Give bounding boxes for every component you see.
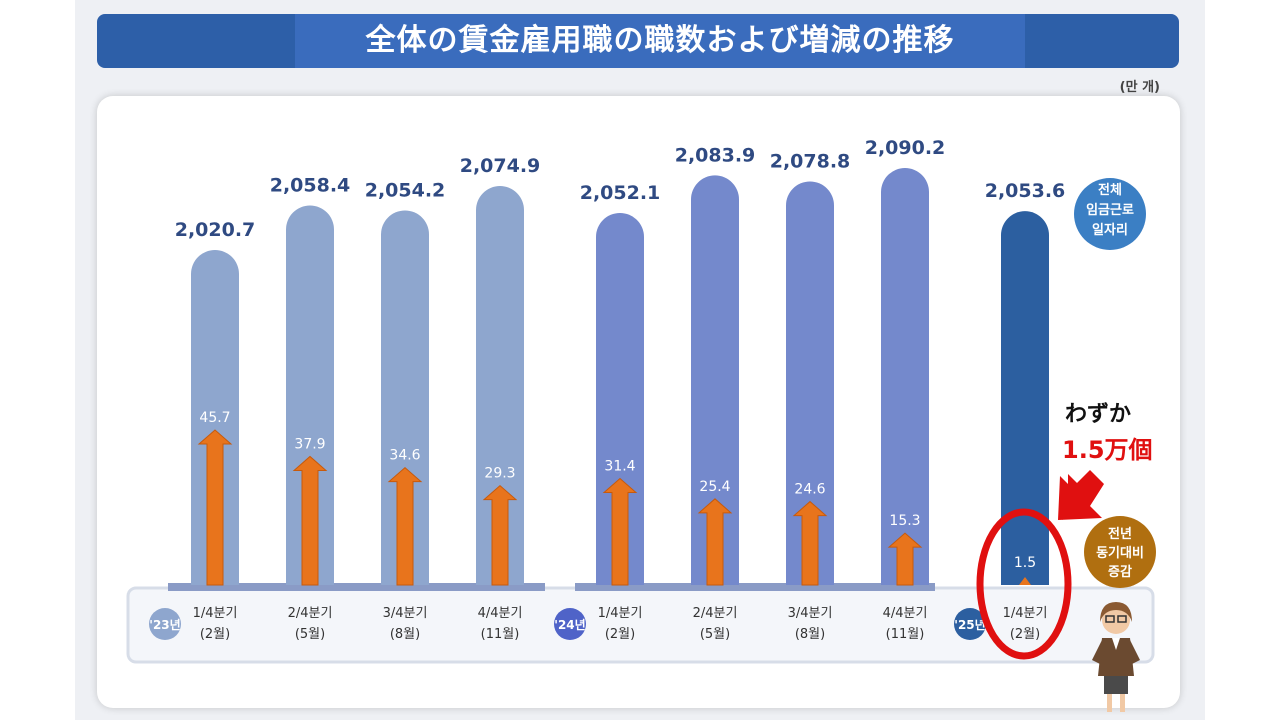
bar — [1001, 211, 1049, 585]
highlight-ring — [976, 508, 1072, 660]
quarter-tick-label: 2/4분기 — [288, 606, 333, 621]
legend-badge-total-text: 임금근로 — [1086, 203, 1134, 218]
year-badge — [954, 608, 986, 640]
bar — [286, 205, 334, 586]
person-illustration — [1092, 602, 1140, 712]
month-tick-label: (8월) — [390, 627, 420, 642]
change-value-label: 34.6 — [389, 448, 420, 464]
page-title: 全体の賃金雇用職の職数および増減の推移 — [365, 23, 955, 58]
unit-label: (만 개) — [1119, 80, 1160, 95]
month-tick-label: (2월) — [200, 627, 230, 642]
axis-strip — [575, 583, 935, 591]
year-badge — [149, 608, 181, 640]
quarter-tick-label: 4/4분기 — [478, 606, 523, 621]
title-box — [295, 14, 1025, 68]
legend-badge-total — [1074, 178, 1146, 250]
change-value-label: 45.7 — [199, 410, 230, 426]
change-value-label: 1.5 — [1014, 555, 1036, 571]
legend-badge-change — [1084, 516, 1156, 588]
month-tick-label: (11월) — [481, 627, 520, 642]
bar-value-label: 2,078.8 — [770, 150, 851, 172]
change-arrow — [792, 500, 828, 586]
legend-badge-change-text: 동기대비 — [1096, 546, 1144, 561]
change-value-label: 25.4 — [699, 479, 730, 495]
quarter-tick-label: 1/4분기 — [193, 606, 238, 621]
quarter-tick-label: 3/4분기 — [788, 606, 833, 621]
callout-text: わずか — [1065, 402, 1132, 427]
bar-value-label: 2,052.1 — [580, 182, 661, 204]
month-tick-label: (5월) — [700, 627, 730, 642]
bar-value-label: 2,074.9 — [460, 155, 541, 177]
legend-badge-change-text: 증감 — [1108, 565, 1132, 580]
change-value-label: 15.3 — [889, 513, 920, 529]
legend-badge-total-text: 전체 — [1098, 182, 1122, 198]
month-tick-label: (5월) — [295, 627, 325, 642]
pointer-arrow-head — [1058, 470, 1104, 520]
bar — [381, 210, 429, 585]
change-arrow — [602, 477, 638, 586]
quarter-tick-label: 1/4분기 — [598, 606, 643, 621]
axis-strip — [168, 583, 545, 591]
change-arrow — [292, 455, 328, 586]
change-value-label: 31.4 — [604, 459, 635, 475]
bar-value-label: 2,020.7 — [175, 219, 256, 241]
bar — [691, 175, 739, 585]
change-arrow — [1019, 577, 1031, 585]
quarter-tick-label: 3/4분기 — [383, 606, 428, 621]
change-arrow — [387, 466, 423, 586]
change-arrow — [197, 429, 233, 586]
change-value-label: 37.9 — [294, 436, 325, 452]
change-arrow — [482, 484, 518, 586]
quarter-tick-label: 1/4분기 — [1003, 606, 1048, 621]
quarter-tick-label: 4/4분기 — [883, 606, 928, 621]
change-arrow — [887, 532, 923, 586]
bar — [881, 168, 929, 585]
month-tick-label: (8월) — [795, 627, 825, 642]
year-badge-label: '25년 — [954, 618, 985, 632]
year-badge-label: '24년 — [554, 618, 585, 632]
bar-value-label: 2,090.2 — [865, 137, 946, 159]
month-tick-label: (11월) — [886, 627, 925, 642]
change-arrow — [697, 498, 733, 586]
bar-value-label: 2,054.2 — [365, 179, 446, 201]
bar — [476, 186, 524, 585]
axis-label-box — [126, 586, 1155, 664]
callout-value: 1.5万個 — [1062, 436, 1153, 464]
month-tick-label: (2월) — [1010, 627, 1040, 642]
change-value-label: 29.3 — [484, 466, 515, 482]
month-tick-label: (2월) — [605, 627, 635, 642]
bar-value-label: 2,053.6 — [985, 180, 1066, 202]
legend-badge-change-text: 전년 — [1108, 526, 1132, 542]
quarter-tick-label: 2/4분기 — [693, 606, 738, 621]
bar — [786, 181, 834, 585]
year-badge — [554, 608, 586, 640]
year-badge-label: '23년 — [149, 618, 180, 632]
change-value-label: 24.6 — [794, 482, 825, 498]
bar-value-label: 2,083.9 — [675, 144, 756, 166]
bar — [191, 250, 239, 585]
legend-badge-total-text: 일자리 — [1092, 222, 1128, 238]
bar-value-label: 2,058.4 — [270, 175, 351, 197]
